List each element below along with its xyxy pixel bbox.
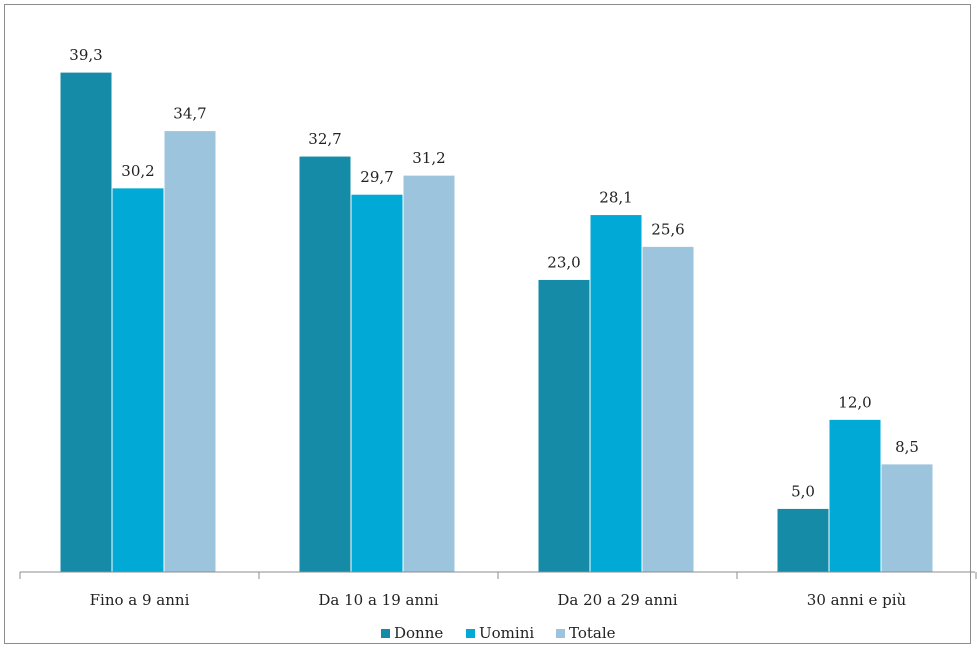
legend-swatch-totale xyxy=(556,629,565,638)
bar-donne-4 xyxy=(776,507,830,573)
bar-donne-1 xyxy=(59,71,113,573)
bar-totale-4 xyxy=(880,463,934,573)
value-label-donne-3: 23,0 xyxy=(547,253,580,271)
legend-swatch-donne xyxy=(381,629,390,638)
legend-label-totale: Totale xyxy=(569,624,616,642)
value-label-totale-2: 31,2 xyxy=(412,149,445,167)
bar-uomini-2 xyxy=(350,193,404,573)
legend-swatch-uomini xyxy=(466,629,475,638)
legend-label-donne: Donne xyxy=(394,624,443,642)
category-label-1: Fino a 9 anni xyxy=(90,591,190,609)
bar-totale-3 xyxy=(641,245,695,573)
x-axis-ticks xyxy=(19,572,977,579)
legend: Donne Uomini Totale xyxy=(381,624,616,642)
bar-donne-3 xyxy=(537,278,591,573)
value-label-donne-1: 39,3 xyxy=(69,46,102,64)
value-label-donne-4: 5,0 xyxy=(791,482,815,500)
bar-totale-2 xyxy=(402,174,456,573)
bar-uomini-4 xyxy=(828,418,882,573)
bar-donne-2 xyxy=(298,155,352,573)
value-label-uomini-4: 12,0 xyxy=(838,393,871,411)
value-label-uomini-1: 30,2 xyxy=(121,162,154,180)
category-labels-layer: Fino a 9 anni Da 10 a 19 anni Da 20 a 29 a… xyxy=(90,591,907,609)
value-label-totale-1: 34,7 xyxy=(173,105,206,123)
category-label-3: Da 20 a 29 anni xyxy=(557,591,677,609)
value-labels-layer: 39,3 30,2 34,7 32,7 29,7 31,2 23,0 28,1 25,6 5,0 1… xyxy=(69,46,919,500)
bars-layer xyxy=(59,71,934,573)
bar-uomini-1 xyxy=(111,187,165,573)
value-label-totale-3: 25,6 xyxy=(651,220,684,238)
bar-uomini-3 xyxy=(589,214,643,573)
category-label-4: 30 anni e più xyxy=(807,591,907,609)
category-label-2: Da 10 a 19 anni xyxy=(318,591,438,609)
value-label-uomini-3: 28,1 xyxy=(599,189,632,207)
bar-totale-1 xyxy=(163,130,217,573)
value-label-totale-4: 8,5 xyxy=(895,438,919,456)
value-label-uomini-2: 29,7 xyxy=(360,168,393,186)
legend-label-uomini: Uomini xyxy=(479,624,534,642)
value-label-donne-2: 32,7 xyxy=(308,130,341,148)
